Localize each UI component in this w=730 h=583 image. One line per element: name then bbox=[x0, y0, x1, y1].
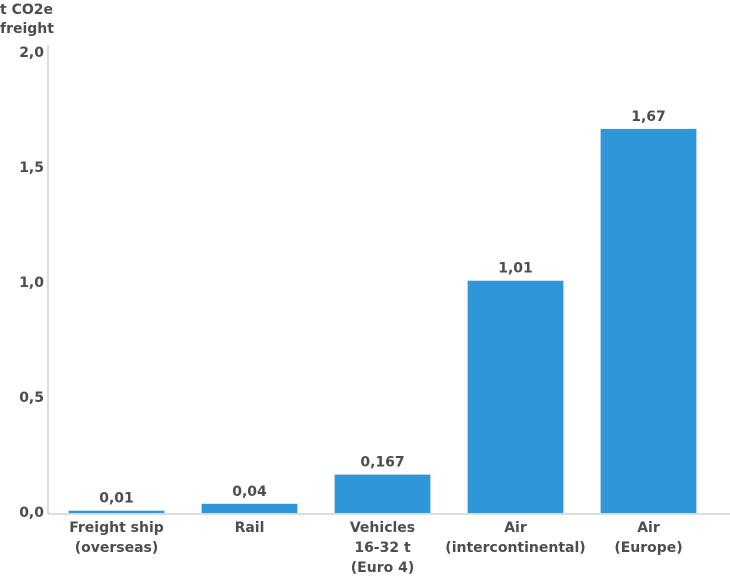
value-label: 0,04 bbox=[232, 484, 267, 500]
x-tick-label: (Euro 4) bbox=[351, 560, 414, 576]
y-tick-label: 0,0 bbox=[19, 505, 44, 521]
bar bbox=[334, 474, 431, 513]
x-tick-label: (Europe) bbox=[614, 540, 682, 556]
x-tick-label: Air bbox=[637, 520, 660, 536]
x-tick-label: Rail bbox=[235, 520, 265, 536]
y-tick-label: 2,0 bbox=[19, 45, 44, 61]
y-axis-label: freight bbox=[0, 21, 54, 37]
y-tick-label: 1,0 bbox=[19, 275, 44, 291]
y-tick-label: 1,5 bbox=[19, 160, 44, 176]
value-label: 1,67 bbox=[631, 109, 666, 125]
x-tick-label: Vehicles bbox=[350, 520, 415, 536]
x-tick-label: 16-32 t bbox=[354, 540, 411, 556]
bar bbox=[68, 510, 165, 513]
bar bbox=[201, 503, 298, 513]
value-label: 0,01 bbox=[99, 491, 134, 507]
x-tick-label: (overseas) bbox=[75, 540, 159, 556]
bar bbox=[467, 280, 564, 513]
value-label: 1,01 bbox=[498, 261, 533, 277]
y-axis-label: t CO2e bbox=[0, 2, 53, 18]
x-tick-label: Freight ship bbox=[69, 520, 164, 536]
x-tick-label: Air bbox=[504, 520, 527, 536]
y-tick-label: 0,5 bbox=[19, 390, 44, 406]
bar bbox=[600, 128, 697, 513]
value-label: 0,167 bbox=[360, 455, 404, 471]
x-tick-label: (intercontinental) bbox=[445, 540, 585, 556]
